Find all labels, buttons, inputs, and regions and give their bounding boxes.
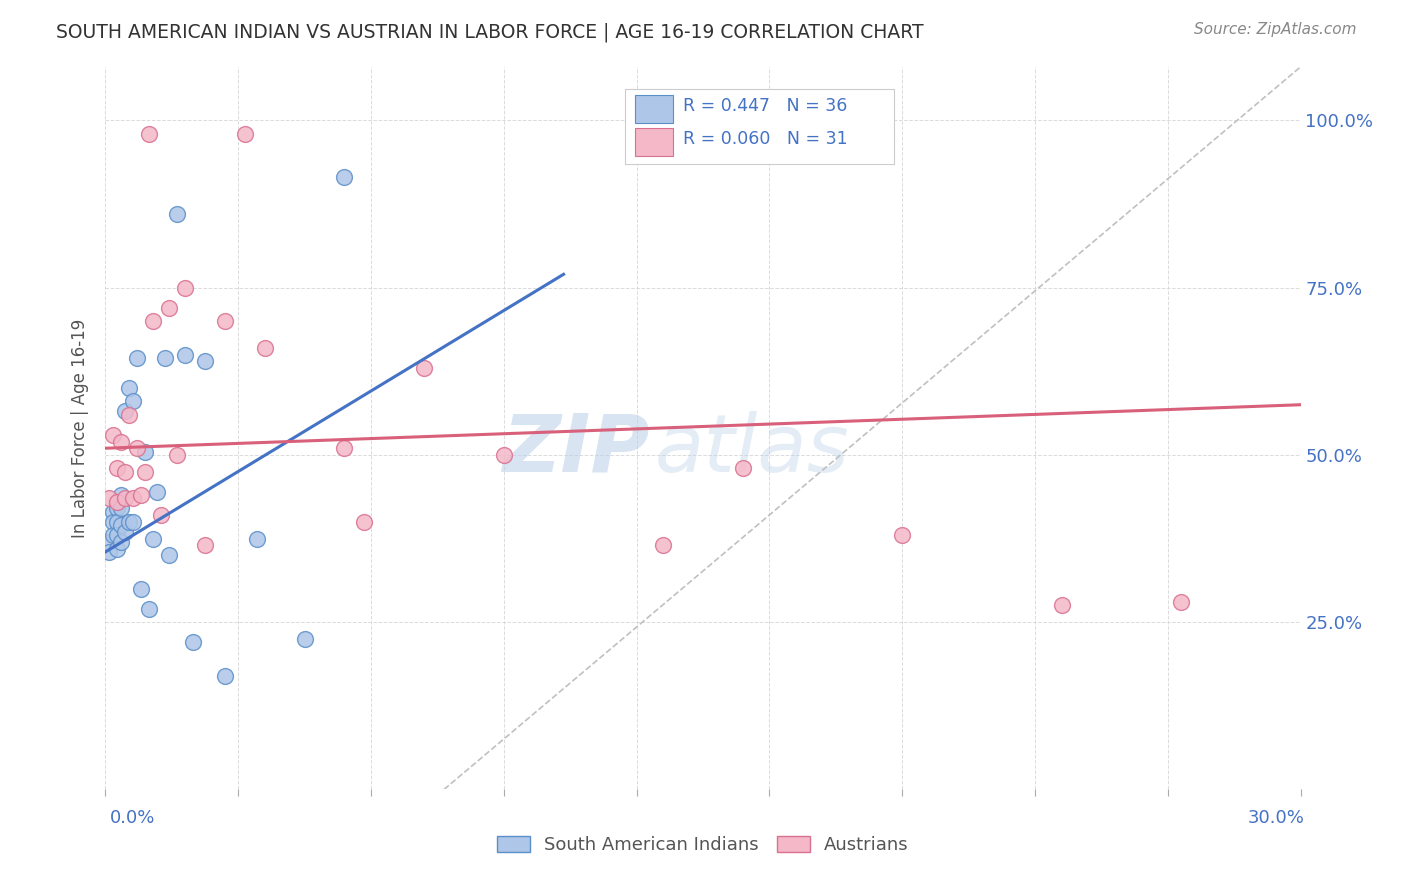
Point bbox=[174, 281, 197, 295]
Point bbox=[110, 535, 132, 549]
Point bbox=[413, 361, 436, 376]
Point bbox=[181, 635, 204, 649]
Legend: South American Indians, Austrians: South American Indians, Austrians bbox=[492, 830, 914, 860]
Point bbox=[98, 491, 121, 506]
Point bbox=[114, 491, 136, 506]
Point bbox=[98, 545, 121, 559]
FancyBboxPatch shape bbox=[626, 88, 894, 164]
Point bbox=[114, 524, 136, 539]
Point bbox=[214, 669, 236, 683]
Point bbox=[134, 444, 156, 458]
Point bbox=[1050, 599, 1073, 613]
Point bbox=[194, 354, 217, 368]
Bar bbox=[636, 128, 673, 156]
Text: 30.0%: 30.0% bbox=[1249, 809, 1305, 827]
Point bbox=[194, 538, 217, 552]
Point bbox=[127, 351, 149, 365]
Point bbox=[129, 582, 153, 596]
Point bbox=[142, 532, 165, 546]
Point bbox=[110, 518, 132, 533]
Point bbox=[233, 127, 256, 141]
Point bbox=[127, 442, 149, 456]
Point bbox=[294, 632, 316, 646]
Point bbox=[129, 488, 153, 502]
Point bbox=[157, 548, 180, 563]
Point bbox=[114, 465, 136, 479]
Point bbox=[110, 488, 132, 502]
Point bbox=[253, 341, 276, 355]
Point bbox=[110, 501, 132, 516]
Point bbox=[107, 528, 129, 542]
Point bbox=[118, 408, 141, 422]
Point bbox=[107, 515, 129, 529]
Point bbox=[122, 491, 145, 506]
Point bbox=[333, 170, 356, 185]
Point bbox=[138, 602, 160, 616]
Point bbox=[103, 528, 125, 542]
Point bbox=[110, 434, 132, 449]
Point bbox=[891, 528, 914, 542]
Point bbox=[103, 505, 125, 519]
Point bbox=[118, 515, 141, 529]
Point bbox=[107, 461, 129, 475]
Point bbox=[166, 448, 188, 462]
Point bbox=[138, 127, 160, 141]
Y-axis label: In Labor Force | Age 16-19: In Labor Force | Age 16-19 bbox=[72, 318, 90, 538]
Point bbox=[107, 494, 129, 508]
Bar bbox=[636, 95, 673, 122]
Point bbox=[353, 515, 375, 529]
Point bbox=[333, 442, 356, 456]
Point bbox=[166, 207, 188, 221]
Point bbox=[114, 404, 136, 418]
Point bbox=[214, 314, 236, 328]
Text: Source: ZipAtlas.com: Source: ZipAtlas.com bbox=[1194, 22, 1357, 37]
Point bbox=[122, 394, 145, 409]
Point bbox=[122, 515, 145, 529]
Point bbox=[98, 535, 121, 549]
Point bbox=[118, 381, 141, 395]
Point bbox=[174, 348, 197, 362]
Text: R = 0.447   N = 36: R = 0.447 N = 36 bbox=[683, 97, 846, 115]
Point bbox=[134, 465, 156, 479]
Text: atlas: atlas bbox=[655, 411, 851, 489]
Point bbox=[246, 532, 269, 546]
Point bbox=[107, 501, 129, 516]
Text: 0.0%: 0.0% bbox=[110, 809, 155, 827]
Point bbox=[107, 541, 129, 556]
Point bbox=[142, 314, 165, 328]
Point bbox=[731, 461, 754, 475]
Point bbox=[153, 351, 177, 365]
Point bbox=[107, 494, 129, 508]
Text: R = 0.060   N = 31: R = 0.060 N = 31 bbox=[683, 130, 848, 148]
Point bbox=[157, 301, 180, 315]
Text: SOUTH AMERICAN INDIAN VS AUSTRIAN IN LABOR FORCE | AGE 16-19 CORRELATION CHART: SOUTH AMERICAN INDIAN VS AUSTRIAN IN LAB… bbox=[56, 22, 924, 42]
Point bbox=[492, 448, 515, 462]
Point bbox=[103, 515, 125, 529]
Point bbox=[652, 538, 675, 552]
Point bbox=[103, 428, 125, 442]
Text: ZIP: ZIP bbox=[502, 411, 650, 489]
Point bbox=[150, 508, 173, 523]
Point bbox=[146, 484, 169, 499]
Point bbox=[1170, 595, 1192, 609]
